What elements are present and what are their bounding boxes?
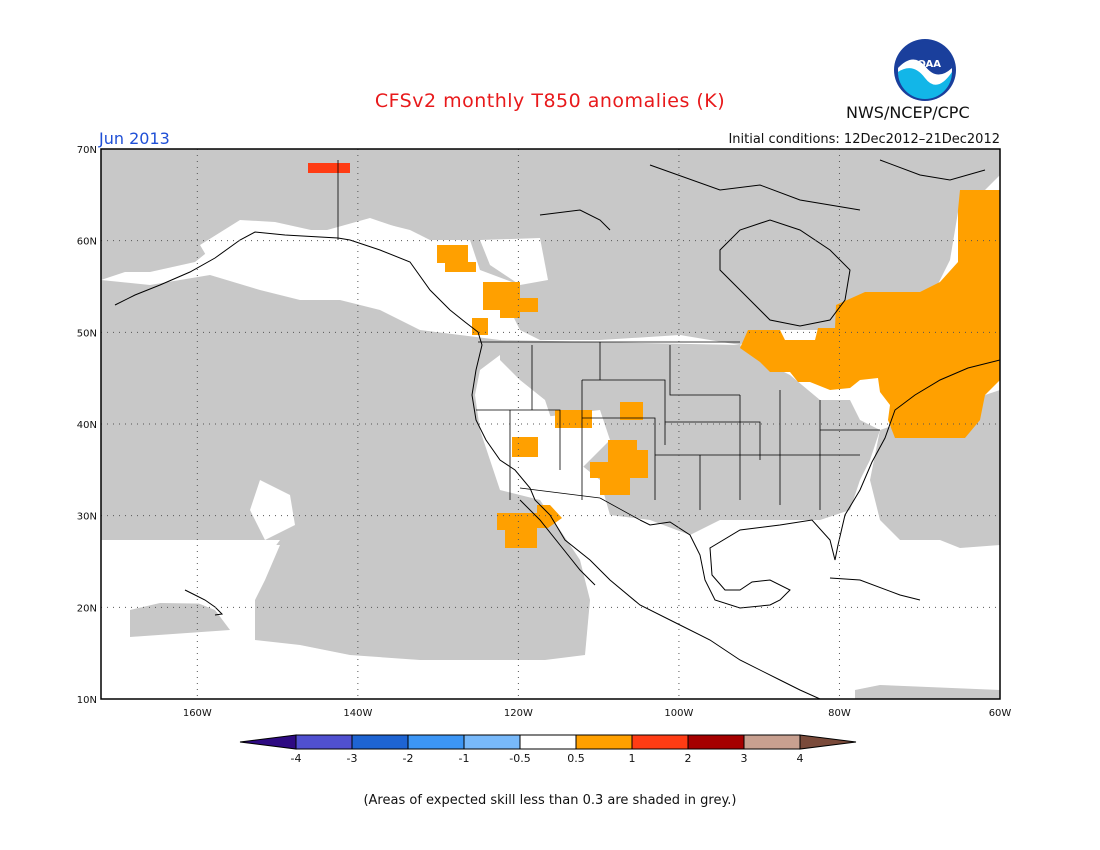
colorbar-label: -1 [459,752,470,765]
lon-tick-label: 160W [183,708,212,719]
lat-tick-label: 10N [77,695,97,706]
colorbar-swatch [295,734,353,750]
logo-text: NOAA [909,59,941,70]
lat-tick-label: 30N [77,512,97,523]
colorbar-upper-arrow [799,734,857,750]
colorbar-swatch [631,734,689,750]
colorbar-label: 2 [685,752,692,765]
noaa-logo: NOAA [894,39,956,101]
strong-warm-anomaly [308,163,350,173]
colorbar-swatch [519,734,577,750]
colorbar-label: -2 [403,752,414,765]
colorbar-lower-arrow [239,734,297,750]
map-frame [100,148,1001,700]
colorbar: -4 -3 -2 -1 -0.5 0.5 1 2 3 4 [239,734,857,765]
lon-tick-label: 120W [504,708,533,719]
grey-skill-areas [101,149,1000,699]
colorbar-label: 1 [629,752,636,765]
coastlines [114,159,1000,699]
initial-conditions: Initial conditions: 12Dec2012–21Dec2012 [728,132,1000,147]
colorbar-label: 3 [741,752,748,765]
colorbar-swatch [687,734,745,750]
colorbar-label: 0.5 [567,752,585,765]
lon-tick-label: 60W [989,708,1012,719]
colorbar-label: 4 [797,752,804,765]
lon-tick-label: 100W [664,708,693,719]
lon-tick-label: 80W [828,708,851,719]
lon-tick-label: 140W [343,708,372,719]
latitude-labels: 70N 60N 50N 40N 30N 20N 10N [77,145,97,706]
organization-label: NWS/NCEP/CPC [846,103,970,122]
political-boundaries [337,160,880,521]
lat-tick-label: 50N [77,328,97,339]
chart-title: CFSv2 monthly T850 anomalies (K) [374,90,726,112]
no-skill-white-areas [101,218,610,612]
colorbar-swatch [575,734,633,750]
colorbar-label: -0.5 [509,752,530,765]
forecast-month: Jun 2013 [99,129,170,148]
colorbar-label: -4 [291,752,302,765]
lat-tick-label: 60N [77,237,97,248]
colorbar-label: -3 [347,752,358,765]
colorbar-swatch [351,734,409,750]
colorbar-swatch [743,734,801,750]
colorbar-swatch [407,734,465,750]
skill-footnote: (Areas of expected skill less than 0.3 a… [363,793,737,808]
lat-tick-label: 70N [77,145,97,156]
longitude-labels: 160W 140W 120W 100W 80W 60W [183,708,1012,719]
colorbar-swatch [463,734,521,750]
lat-tick-label: 40N [77,420,97,431]
lat-tick-label: 20N [77,603,97,614]
